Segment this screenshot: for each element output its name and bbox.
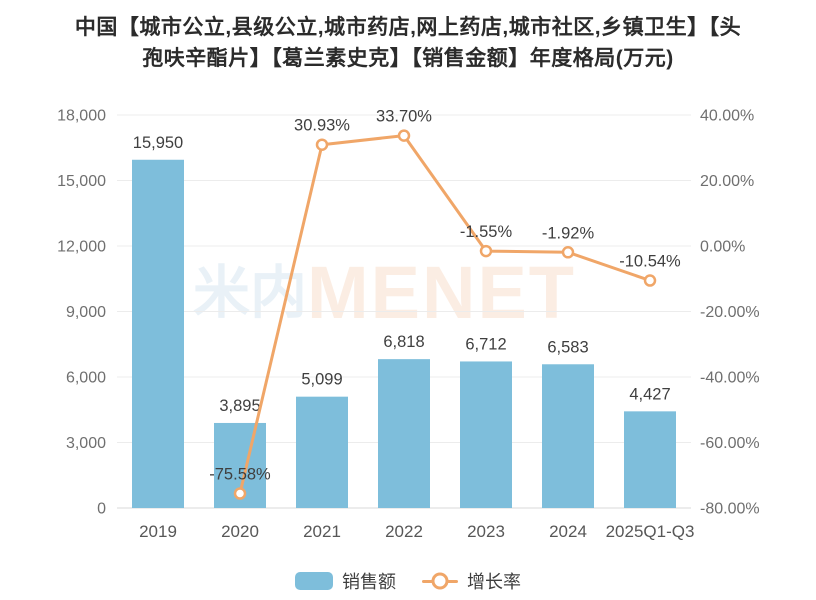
bar-value-label: 3,895: [219, 397, 260, 415]
chart-title-line2: 孢呋辛酯片】【葛兰素史克】【销售金额】年度格局(万元): [142, 47, 674, 70]
bar-2022[interactable]: [378, 359, 430, 508]
left-axis-tick-label: 0: [97, 501, 106, 518]
x-axis-label-2025Q1-Q3: 2025Q1-Q3: [606, 522, 695, 541]
x-axis-label-2020: 2020: [221, 522, 259, 541]
growth-rate-line: [238, 134, 652, 496]
bar-value-label: 6,712: [465, 335, 506, 353]
legend-sales-label: 销售额: [342, 572, 396, 592]
bar-2023[interactable]: [460, 361, 512, 508]
left-axis-tick-label: 9,000: [66, 304, 106, 321]
legend-growth-label: 增长率: [467, 572, 521, 592]
x-axis-label-2019: 2019: [139, 522, 177, 541]
bar-2025Q1-Q3[interactable]: [624, 411, 676, 508]
bar-2024[interactable]: [542, 364, 594, 508]
growth-value-label: -1.55%: [460, 223, 513, 241]
bar-2021[interactable]: [296, 396, 348, 508]
legend-bar-swatch: [295, 572, 333, 590]
bar-value-label: 6,583: [547, 338, 588, 356]
bar-value-label: 6,818: [383, 333, 424, 351]
legend-item-sales[interactable]: 销售额: [295, 568, 396, 594]
legend-line-swatch: [422, 572, 458, 590]
growth-value-label: -10.54%: [619, 253, 681, 271]
right-axis-tick-label: -80.00%: [700, 501, 760, 518]
legend-line-marker-icon: [431, 572, 449, 590]
bar-2019[interactable]: [132, 159, 184, 508]
x-axis-label-2021: 2021: [303, 522, 341, 541]
chart-title-line1: 中国【城市公立,县级公立,城市药店,网上药店,城市社区,乡镇卫生】【头: [74, 16, 742, 39]
left-axis-tick-label: 6,000: [66, 370, 106, 387]
x-axis-label-2022: 2022: [385, 522, 423, 541]
watermark: 米内 MENET: [193, 256, 576, 330]
growth-point-2023[interactable]: [479, 244, 493, 258]
right-axis-tick-label: -60.00%: [700, 435, 760, 452]
bar-value-label: 4,427: [629, 385, 670, 403]
legend: 销售额 增长率: [0, 568, 816, 594]
right-axis-tick-label: 0.00%: [700, 239, 745, 256]
right-axis-tick-label: -20.00%: [700, 304, 760, 321]
chart-title: 中国【城市公立,县级公立,城市药店,网上药店,城市社区,乡镇卫生】【头 孢呋辛酯…: [0, 0, 816, 74]
growth-point-2025Q1-Q3[interactable]: [643, 274, 657, 287]
growth-value-label: -75.58%: [209, 466, 271, 484]
x-axis-label-2023: 2023: [467, 522, 505, 541]
growth-value-label: 33.70%: [376, 108, 432, 126]
growth-point-2020[interactable]: [233, 487, 247, 500]
growth-value-label: -1.92%: [542, 224, 595, 242]
right-axis-tick-label: -40.00%: [700, 370, 760, 387]
bar-value-label: 5,099: [301, 371, 342, 389]
x-axis-label-2024: 2024: [549, 522, 587, 541]
growth-point-2022[interactable]: [397, 129, 411, 142]
left-axis-tick-label: 18,000: [57, 108, 106, 125]
legend-item-growth[interactable]: 增长率: [422, 568, 521, 594]
growth-point-2021[interactable]: [315, 138, 329, 151]
watermark-latin-text: MENET: [307, 251, 576, 334]
right-axis-tick-label: 40.00%: [700, 108, 754, 125]
left-axis-tick-label: 15,000: [57, 173, 106, 190]
left-axis-tick-label: 12,000: [57, 239, 106, 256]
bar-value-label: 15,950: [133, 134, 183, 152]
growth-point-2024[interactable]: [561, 246, 575, 259]
growth-value-label: 30.93%: [294, 117, 350, 135]
left-axis-tick-label: 3,000: [66, 435, 106, 452]
right-axis-tick-label: 20.00%: [700, 173, 754, 190]
